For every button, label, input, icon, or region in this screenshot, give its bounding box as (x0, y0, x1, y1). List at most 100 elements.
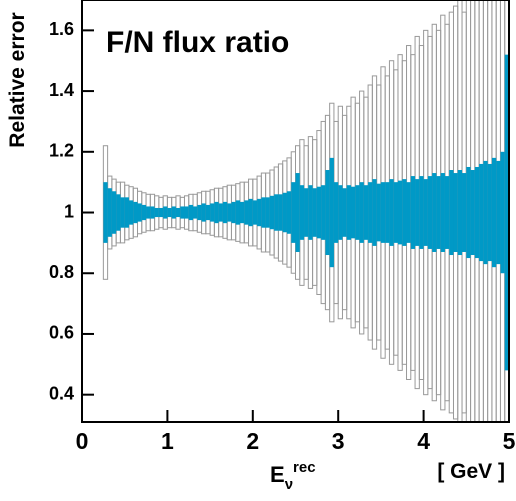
x-tick-label: 1 (161, 428, 174, 454)
x-label-base: E (270, 462, 285, 487)
inner-error-bar (257, 198, 262, 227)
inner-error-bar (184, 206, 189, 219)
inner-error-bar (197, 204, 202, 221)
inner-error-bar (346, 185, 352, 240)
inner-error-bar (338, 185, 343, 240)
inner-error-bar (376, 183, 381, 242)
inner-error-bar (278, 194, 283, 231)
x-label-sub: ν (285, 476, 293, 493)
inner-error-bar (359, 182, 364, 243)
inner-error-bar (415, 179, 420, 246)
inner-error-bar (146, 206, 151, 219)
inner-error-bar (444, 176, 450, 249)
inner-error-bar (124, 197, 129, 228)
inner-error-bar (171, 206, 176, 219)
inner-error-bar (107, 188, 112, 237)
x-axis-label: Eνrec (270, 459, 316, 493)
inner-error-bar (269, 195, 275, 230)
inner-error-bar (291, 182, 296, 243)
inner-error-bar (504, 54, 509, 371)
inner-error-bar (214, 201, 219, 224)
y-tick-label: 0.8 (49, 262, 74, 282)
y-tick-label: 1 (64, 201, 74, 221)
inner-error-bar (116, 194, 121, 231)
inner-error-bar (141, 204, 147, 221)
inner-error-bar (470, 170, 475, 256)
inner-error-bar (133, 201, 138, 224)
inner-error-bar (385, 182, 390, 243)
y-tick-label: 1.4 (49, 80, 74, 100)
y-tick-label: 1.2 (49, 141, 74, 161)
chart-title: F/N flux ratio (106, 26, 289, 59)
inner-error-bar (372, 179, 377, 246)
inner-error-bar (154, 207, 159, 218)
inner-error-bar (248, 198, 253, 227)
inner-error-bar (479, 163, 484, 262)
inner-error-bar (440, 173, 445, 252)
inner-error-bar (351, 186, 356, 239)
x-tick-label: 4 (417, 428, 430, 454)
inner-error-bar (128, 200, 134, 225)
inner-error-bar (312, 188, 317, 237)
inner-error-bar (239, 201, 245, 224)
inner-error-bar (333, 182, 339, 243)
inner-error-bar (466, 166, 471, 259)
inner-error-bar (491, 157, 497, 268)
inner-error-bar (423, 179, 428, 246)
inner-error-bar (282, 192, 287, 233)
inner-error-bar (295, 173, 300, 252)
inner-error-bar (158, 207, 164, 218)
y-tick-label: 0.6 (49, 323, 74, 343)
inner-error-bar (180, 206, 185, 219)
inner-error-bar (410, 176, 416, 249)
inner-error-bar (103, 182, 108, 243)
inner-error-bar (449, 170, 454, 256)
inner-error-bar (188, 204, 194, 221)
inner-error-bar (150, 206, 155, 219)
inner-error-bar (227, 203, 232, 222)
inner-error-bar (393, 182, 398, 243)
inner-error-bar (299, 185, 305, 240)
inner-error-bar (342, 188, 347, 237)
inner-error-bar (244, 200, 249, 225)
inner-error-bar (462, 173, 467, 252)
x-axis-unit: [ GeV ] (437, 460, 505, 483)
inner-error-bar (474, 166, 480, 259)
plot-frame (81, 0, 510, 423)
inner-error-bar (193, 206, 198, 219)
inner-error-bar (111, 191, 117, 234)
inner-error-bar (325, 170, 330, 256)
inner-error-bar (316, 186, 322, 239)
inner-error-bar (210, 203, 215, 222)
inner-error-bar (368, 182, 373, 243)
inner-error-bar (137, 203, 142, 222)
inner-error-bar (222, 201, 228, 224)
inner-error-bar (167, 207, 172, 218)
inner-error-bar (231, 201, 236, 224)
inner-error-bar (163, 206, 168, 219)
inner-error-bar (453, 173, 458, 252)
inner-error-bar (205, 204, 211, 221)
inner-error-bar (201, 203, 206, 222)
inner-error-bar (363, 185, 369, 240)
inner-error-bar (380, 182, 386, 243)
inner-error-bar (286, 191, 292, 234)
inner-error-bar (496, 160, 501, 265)
x-label-sup: rec (293, 459, 316, 476)
y-tick-label: 1.6 (49, 19, 74, 39)
x-tick-label: 0 (76, 428, 89, 454)
inner-error-bar (261, 197, 266, 228)
x-tick-label: 2 (246, 428, 259, 454)
inner-error-bar (436, 176, 441, 249)
inner-error-bar (308, 185, 313, 240)
x-tick-label: 5 (503, 428, 516, 454)
inner-error-bar (487, 163, 492, 262)
inner-error-bar (483, 160, 488, 265)
x-tick-label: 3 (332, 428, 345, 454)
inner-error-bar (432, 173, 437, 252)
inner-error-bar (274, 194, 279, 231)
inner-error-bar (419, 176, 424, 249)
inner-error-bar (218, 203, 223, 222)
inner-error-bar (321, 185, 326, 240)
